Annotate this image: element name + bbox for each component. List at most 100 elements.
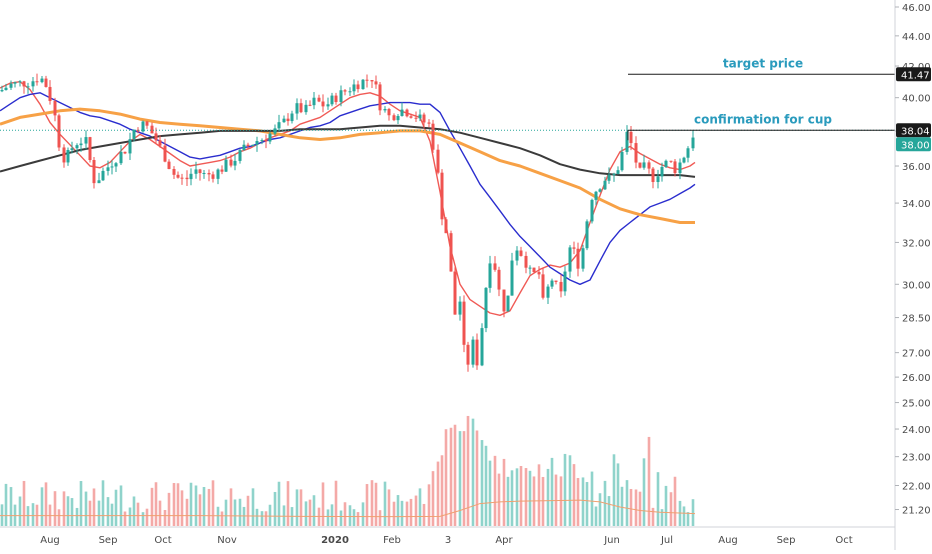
volume-bar — [31, 503, 35, 526]
candle-body — [422, 114, 426, 123]
candle-body — [251, 144, 255, 147]
candle-body — [216, 169, 220, 179]
volume-bar — [422, 503, 426, 526]
candle-body — [198, 169, 202, 174]
volume-bar — [4, 483, 8, 526]
candle-body — [348, 91, 352, 93]
candle-body — [387, 108, 391, 116]
candle-body — [242, 144, 246, 151]
volume-bar — [669, 492, 673, 526]
candle-body — [18, 81, 22, 83]
volume-bar — [585, 482, 589, 526]
volume-bar — [471, 418, 475, 526]
candle-body — [497, 269, 501, 290]
volume-bar — [493, 455, 497, 526]
volume-bar — [664, 485, 668, 526]
candle-body — [484, 287, 488, 329]
volume-bar — [92, 488, 96, 526]
volume-bar — [75, 507, 79, 526]
volume-bar — [656, 472, 660, 526]
volume-bar — [370, 480, 374, 526]
price-tag-bg — [896, 123, 931, 138]
volume-bar — [194, 485, 198, 526]
moving-average-line — [0, 124, 696, 178]
candle-body — [374, 81, 378, 85]
volume-bar — [220, 511, 224, 526]
volume-bar — [66, 496, 70, 526]
x-tick-label: Aug — [40, 535, 60, 546]
candle-body — [26, 86, 30, 88]
candle-body — [224, 159, 228, 172]
candle-body — [678, 162, 682, 174]
volume-bar — [475, 430, 479, 526]
x-tick-label: Feb — [383, 535, 401, 546]
candle-body — [334, 95, 338, 103]
candle-body — [550, 280, 554, 287]
volume-bar — [273, 491, 277, 526]
volume-bar — [436, 461, 440, 526]
candle-body — [427, 122, 431, 124]
volume-bar — [620, 486, 624, 526]
candle-body — [128, 139, 132, 154]
volume-bar — [211, 480, 215, 526]
volume-bar — [233, 499, 237, 526]
candle-body — [220, 169, 224, 172]
x-tick-label: 2020 — [321, 535, 349, 546]
volume-bar — [537, 464, 541, 526]
moving-average-line — [0, 107, 695, 224]
candle-body — [92, 160, 96, 184]
candle-body — [436, 149, 440, 173]
candle-body — [44, 78, 48, 87]
candle-body — [405, 109, 409, 117]
volume-bar — [286, 481, 290, 526]
volume-bar — [488, 460, 492, 526]
candle-body — [150, 125, 154, 134]
candle-body — [392, 115, 396, 121]
volume-bar — [638, 491, 642, 526]
volume-bar — [22, 480, 26, 526]
volume-bar — [123, 511, 127, 526]
x-tick-label: Jun — [603, 535, 620, 546]
x-tick-label: Nov — [217, 535, 237, 546]
volume-bar — [101, 480, 105, 526]
y-tick-label: 21.20 — [902, 506, 931, 517]
volume-bar — [502, 458, 506, 526]
candle-body — [598, 189, 602, 192]
y-tick-label: 28.50 — [902, 314, 931, 325]
candle-body — [515, 250, 519, 261]
volume-bar — [374, 482, 378, 526]
candle-body — [35, 81, 39, 83]
y-tick-label: 25.00 — [902, 399, 931, 410]
candle-body — [0, 90, 4, 92]
candle-body — [268, 133, 272, 142]
candle-body — [620, 151, 624, 171]
candle-body — [673, 161, 677, 174]
candle-body — [154, 133, 158, 141]
candle-body — [308, 104, 312, 106]
candle-body — [453, 271, 457, 315]
candle-body — [180, 177, 184, 179]
y-tick-label: 23.00 — [902, 453, 931, 464]
candle-body — [207, 172, 211, 175]
candle-body — [660, 166, 664, 177]
volume-bar — [418, 488, 422, 526]
candle-body — [132, 129, 136, 140]
candle-body — [356, 84, 360, 90]
candle-body — [343, 90, 347, 92]
candle-body — [686, 148, 690, 158]
y-tick-label: 40.00 — [902, 94, 931, 105]
volume-bar — [647, 436, 651, 526]
candle-body — [194, 169, 198, 174]
volume-bar — [339, 510, 343, 526]
volume-bar — [581, 477, 585, 526]
volume-bar — [163, 509, 167, 526]
volume-bar — [207, 488, 211, 526]
annotation-label: confirmation for cup — [694, 112, 832, 126]
candle-body — [585, 221, 589, 249]
candle-body — [400, 109, 404, 116]
volume-bar — [444, 429, 448, 526]
candle-body — [554, 280, 558, 282]
volume-bar — [616, 463, 620, 526]
volume-bar — [141, 512, 145, 526]
volume-bar — [268, 504, 272, 526]
